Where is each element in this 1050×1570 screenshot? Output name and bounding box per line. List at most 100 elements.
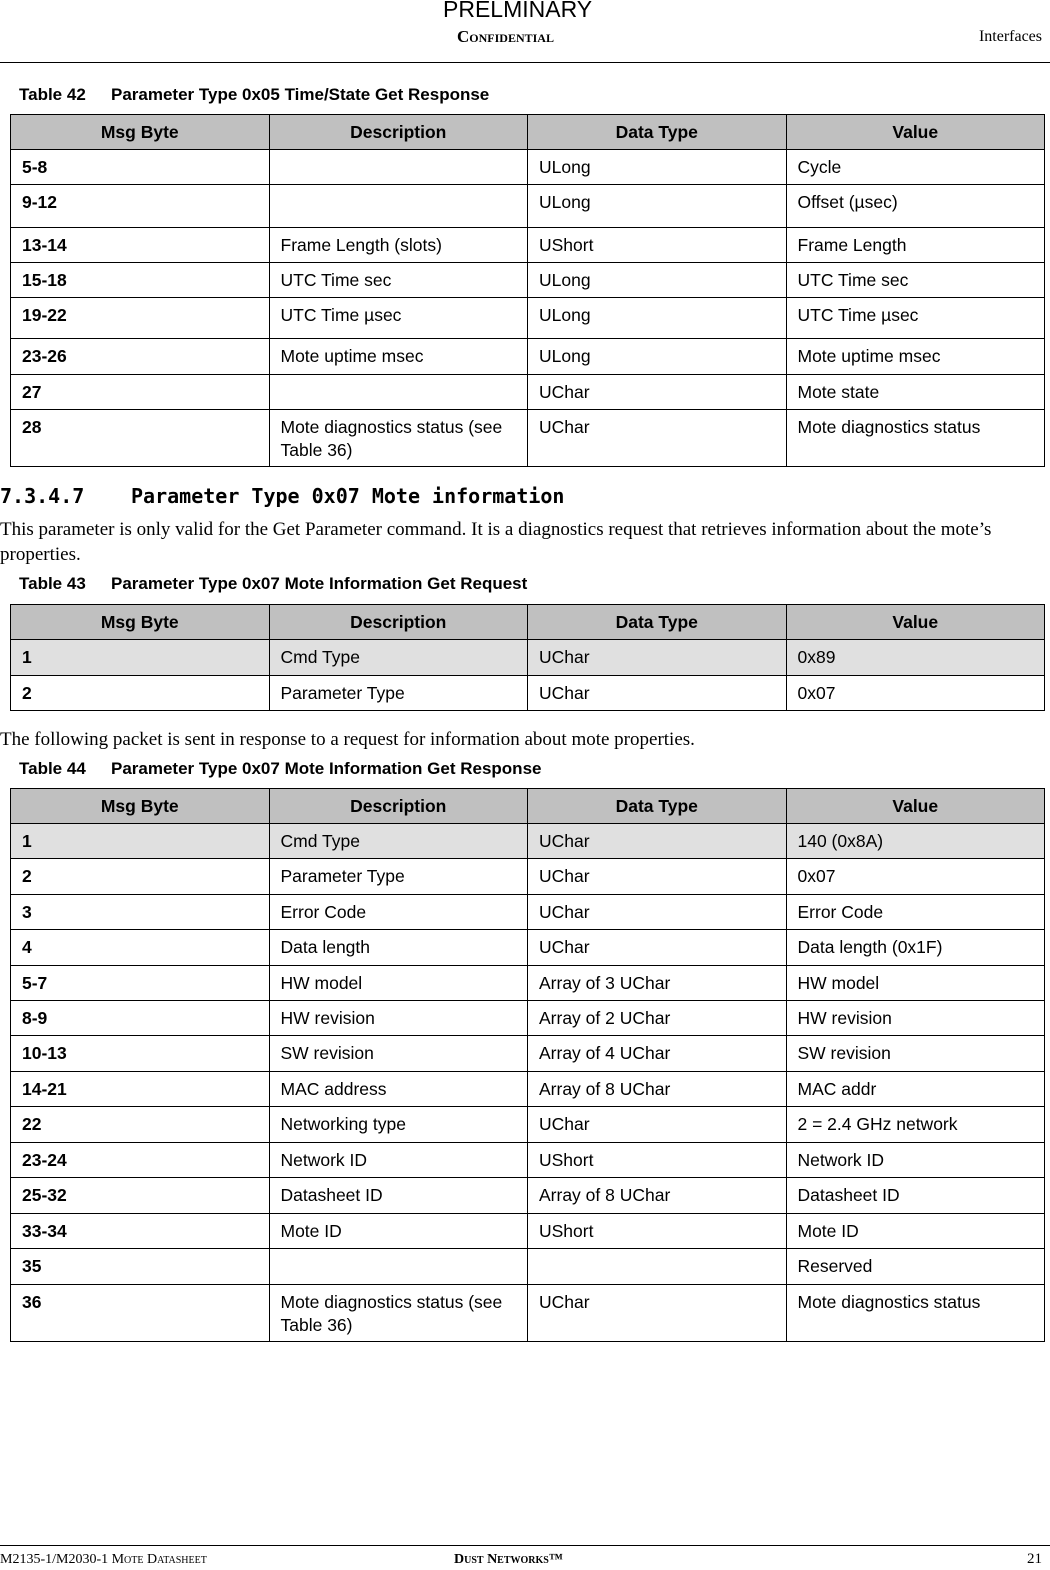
table-row: 35 Reserved: [10, 1248, 1045, 1285]
column-header: Value: [785, 114, 1045, 150]
table-cell: Mote ID: [268, 1213, 528, 1249]
confidential-label: Confidential: [457, 27, 554, 46]
table-cell: Mote diagnostics status: [785, 409, 1045, 467]
column-header: Data Type: [527, 788, 787, 824]
table-cell: Mote diagnostics status: [785, 1284, 1045, 1342]
table-row: 27 UChar Mote state: [10, 374, 1045, 410]
table-cell: Offset (µsec): [785, 184, 1045, 228]
table-cell: MAC address: [268, 1071, 528, 1107]
table-cell: 13-14: [10, 227, 270, 263]
table-cell: ULong: [527, 338, 787, 375]
table-row: 22 Networking type UChar 2 = 2.4 GHz networ…: [10, 1106, 1045, 1143]
table-cell: ULong: [527, 297, 787, 339]
table-cell: UShort: [527, 1213, 787, 1249]
column-header: Msg Byte: [10, 604, 270, 640]
footer-company: Dust Networks™: [454, 1552, 563, 1567]
table-cell: UChar: [527, 675, 787, 711]
table-row: 15-18 UTC Time sec ULong UTC Time sec: [10, 262, 1045, 298]
table-cell: [268, 374, 528, 410]
table-cell: UChar: [527, 929, 787, 966]
table-cell: 8-9: [10, 1000, 270, 1036]
header-row: Msg Byte Description Data Type Value: [10, 604, 1045, 640]
table-cell: Cmd Type: [268, 639, 528, 676]
table-cell: [268, 1248, 528, 1285]
table-cell: 1: [10, 639, 270, 676]
table-cell: [268, 149, 528, 185]
table-cell: 9-12: [10, 184, 270, 228]
header-rule: [0, 62, 1050, 63]
table-cell: UShort: [527, 1142, 787, 1178]
table-cell: 35: [10, 1248, 270, 1285]
table-row: 8-9 HW revision Array of 2 UChar HW revisio…: [10, 1000, 1045, 1036]
table-cell: Array of 3 UChar: [527, 965, 787, 1001]
page-number: 21: [1027, 1551, 1042, 1567]
header-row: Msg Byte Description Data Type Value: [10, 114, 1045, 150]
paragraph: This parameter is only valid for the Get…: [0, 519, 992, 565]
table-cell: 140 (0x8A): [785, 823, 1045, 859]
table-cell: 14-21: [10, 1071, 270, 1107]
table-cell: Reserved: [785, 1248, 1045, 1285]
table-row: 13-14 Frame Length (slots) UShort Frame Len…: [10, 227, 1045, 263]
table-cell: [527, 1248, 787, 1285]
table-cell: Parameter Type: [268, 858, 528, 895]
table-cell: 5-7: [10, 965, 270, 1001]
watermark-text: PRELMINARY: [443, 0, 593, 22]
table-cell: Error Code: [268, 894, 528, 930]
table-cell: Mote ID: [785, 1213, 1045, 1249]
column-header: Description: [268, 788, 528, 824]
paragraph: The following packet is sent in response…: [0, 729, 695, 750]
table-cell: 28: [10, 409, 270, 467]
table-row: 2 Parameter Type UChar 0x07: [10, 858, 1045, 895]
table-cell: MAC addr: [785, 1071, 1045, 1107]
table-cell: UChar: [527, 858, 787, 895]
table-row: 2 Parameter Type UChar 0x07: [10, 675, 1045, 711]
table-cell: UChar: [527, 374, 787, 410]
table-cell: 1: [10, 823, 270, 859]
table-cell: SW revision: [785, 1035, 1045, 1072]
table-cell: Cmd Type: [268, 823, 528, 859]
table-cell: 27: [10, 374, 270, 410]
column-header: Data Type: [527, 604, 787, 640]
caption-label: Table 43: [19, 574, 86, 593]
table-cell: Mote uptime msec: [785, 338, 1045, 375]
caption-title: Parameter Type 0x05 Time/State Get Respo…: [111, 85, 490, 104]
table-cell: UChar: [527, 894, 787, 930]
table-row: 5-8 ULong Cycle: [10, 149, 1045, 185]
caption-label: Table 44: [19, 759, 86, 778]
table-42: Msg Byte Description Data Type Value 5-8 ULon…: [10, 114, 1045, 467]
table-cell: Data length: [268, 929, 528, 966]
table-cell: Parameter Type: [268, 675, 528, 711]
table-cell: Mote state: [785, 374, 1045, 410]
table-cell: UChar: [527, 639, 787, 676]
column-header: Data Type: [527, 114, 787, 150]
table-cell: Array of 8 UChar: [527, 1071, 787, 1107]
table-cell: Network ID: [785, 1142, 1045, 1178]
caption-title: Parameter Type 0x07 Mote Information Get…: [111, 759, 542, 778]
table-cell: UTC Time µsec: [268, 297, 528, 339]
table-cell: Frame Length (slots): [268, 227, 528, 263]
table-cell: 22: [10, 1106, 270, 1143]
table-row: 28 Mote diagnostics status (see Table 36)…: [10, 409, 1045, 467]
table-cell: ULong: [527, 184, 787, 228]
section-heading: 7.3.4.7 Parameter Type 0x07 Mote informat…: [0, 484, 564, 508]
table-cell: Mote uptime msec: [268, 338, 528, 375]
table-cell: 25-32: [10, 1177, 270, 1214]
table-cell: 33-34: [10, 1213, 270, 1249]
header-row: Msg Byte Description Data Type Value: [10, 788, 1045, 824]
table-row: 36 Mote diagnostics status (see Table 36)…: [10, 1284, 1045, 1342]
table-cell: Array of 4 UChar: [527, 1035, 787, 1072]
table-cell: Networking type: [268, 1106, 528, 1143]
footer-doc-title: M2135-1/M2030-1 Mote Datasheet: [0, 1552, 207, 1567]
table-row: 14-21 MAC address Array of 8 UChar MAC addr: [10, 1071, 1045, 1107]
table-cell: 2 = 2.4 GHz network: [785, 1106, 1045, 1143]
table-cell: UChar: [527, 1284, 787, 1342]
table-cell: UShort: [527, 227, 787, 263]
column-header: Value: [785, 604, 1045, 640]
table-cell: Frame Length: [785, 227, 1045, 263]
table-cell: SW revision: [268, 1035, 528, 1072]
table-cell: UTC Time µsec: [785, 297, 1045, 339]
table-cell: Array of 2 UChar: [527, 1000, 787, 1036]
table-cell: Array of 8 UChar: [527, 1177, 787, 1214]
table-cell: 0x07: [785, 675, 1045, 711]
